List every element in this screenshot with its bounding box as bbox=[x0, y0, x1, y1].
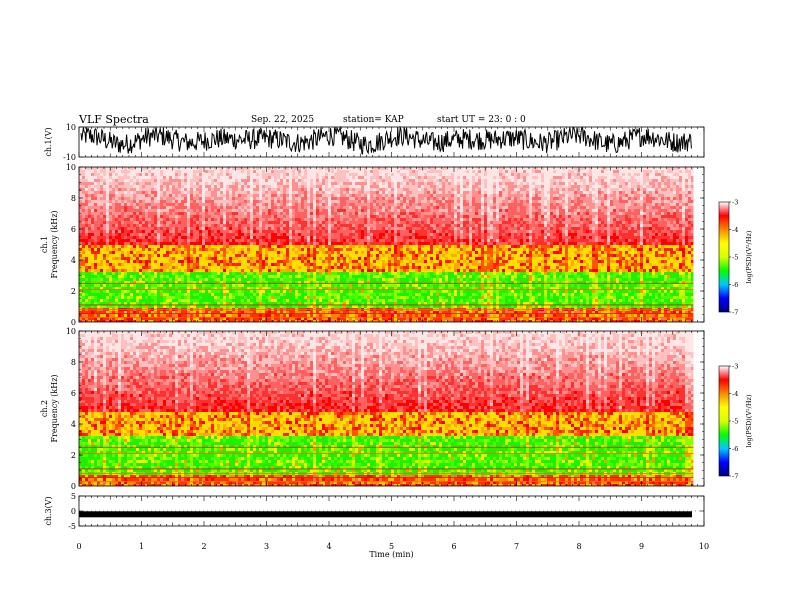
ch2-spectrogram-y-tick-label: 6 bbox=[71, 389, 76, 398]
ch2-spectrogram-cells bbox=[79, 331, 694, 486]
ch2-spectrogram-y-tick-label: 2 bbox=[71, 451, 76, 460]
ch1-waveform-y-tick-label: 10 bbox=[66, 123, 76, 132]
ch1-spectrogram-y-tick-label: 8 bbox=[71, 194, 76, 203]
colorbar-label: log(PSD)(V²/Hz) bbox=[745, 230, 753, 283]
x-tick-label: 7 bbox=[514, 542, 519, 551]
colorbar-tick-label: -5 bbox=[732, 418, 738, 426]
ch3-waveform-y-tick-label: -5 bbox=[68, 522, 76, 531]
x-tick-label: 5 bbox=[389, 542, 394, 551]
ch3-waveform-y-tick-label: 5 bbox=[71, 492, 76, 501]
x-tick-label: 0 bbox=[76, 542, 81, 551]
ch2-spectrogram-y-tick-label: 10 bbox=[66, 327, 76, 336]
ch3-waveform-trace bbox=[79, 511, 692, 518]
ch2-spectrogram-ylabel-channel: ch.2 bbox=[40, 400, 49, 417]
start-ut-label: start UT = 23: 0 : 0 bbox=[437, 115, 526, 125]
x-tick-label: 9 bbox=[639, 542, 644, 551]
x-axis-label: Time (min) bbox=[369, 550, 413, 559]
ch1-spectrogram-ylabel: Frequency (kHz) bbox=[50, 210, 59, 278]
colorbar-1 bbox=[718, 201, 730, 313]
ch2-spectrogram-y-tick-label: 0 bbox=[71, 482, 76, 491]
x-tick-label: 2 bbox=[201, 542, 206, 551]
ch3-waveform-y-tick-label: 0 bbox=[71, 507, 76, 516]
ch2-spectrogram-y-tick-label: 8 bbox=[71, 358, 76, 367]
x-tick-label: 1 bbox=[139, 542, 144, 551]
ch1-spectrogram-y-tick-label: 2 bbox=[71, 287, 76, 296]
x-tick-label: 10 bbox=[699, 542, 709, 551]
colorbar-label: log(PSD)(V²/Hz) bbox=[745, 394, 753, 447]
colorbar-tick-label: -4 bbox=[732, 226, 738, 234]
ch1-spectrogram-cells bbox=[79, 167, 694, 322]
colorbar-tick-label: -6 bbox=[732, 445, 738, 453]
colorbar-tick-label: -7 bbox=[732, 309, 738, 317]
ch1-spectrogram-y-tick-label: 4 bbox=[71, 256, 76, 265]
ch1-waveform-trace bbox=[80, 125, 692, 156]
date-label: Sep. 22, 2025 bbox=[251, 115, 314, 125]
x-tick-label: 6 bbox=[451, 542, 456, 551]
ch1-spectrogram-y-tick-label: 6 bbox=[71, 225, 76, 234]
ch1-spectrogram-ylabel-channel: ch.1 bbox=[40, 236, 49, 253]
chart-title: VLF Spectra bbox=[79, 113, 149, 126]
colorbar-tick-label: -6 bbox=[732, 281, 738, 289]
ch1-waveform-y-tick-label: -10 bbox=[63, 153, 76, 162]
x-tick-label: 4 bbox=[326, 542, 331, 551]
station-label: station= KAP bbox=[343, 115, 404, 125]
x-tick-label: 3 bbox=[264, 542, 269, 551]
ch1-spectrogram-y-tick-label: 10 bbox=[66, 163, 76, 172]
colorbar-tick-label: -5 bbox=[732, 254, 738, 262]
colorbar-tick-label: -3 bbox=[732, 363, 738, 371]
ch3-waveform-ylabel: ch.3(V) bbox=[44, 496, 53, 525]
colorbar-tick-label: -3 bbox=[732, 199, 738, 207]
colorbar-2 bbox=[718, 365, 730, 477]
x-tick-label: 8 bbox=[576, 542, 581, 551]
ch1-waveform-ylabel: ch.1(V) bbox=[44, 127, 53, 156]
colorbar-tick-label: -4 bbox=[732, 390, 738, 398]
ch2-spectrogram-ylabel: Frequency (kHz) bbox=[50, 374, 59, 442]
ch2-spectrogram-y-tick-label: 4 bbox=[71, 420, 76, 429]
ch1-spectrogram-y-tick-label: 0 bbox=[71, 318, 76, 327]
colorbar-tick-label: -7 bbox=[732, 473, 738, 481]
